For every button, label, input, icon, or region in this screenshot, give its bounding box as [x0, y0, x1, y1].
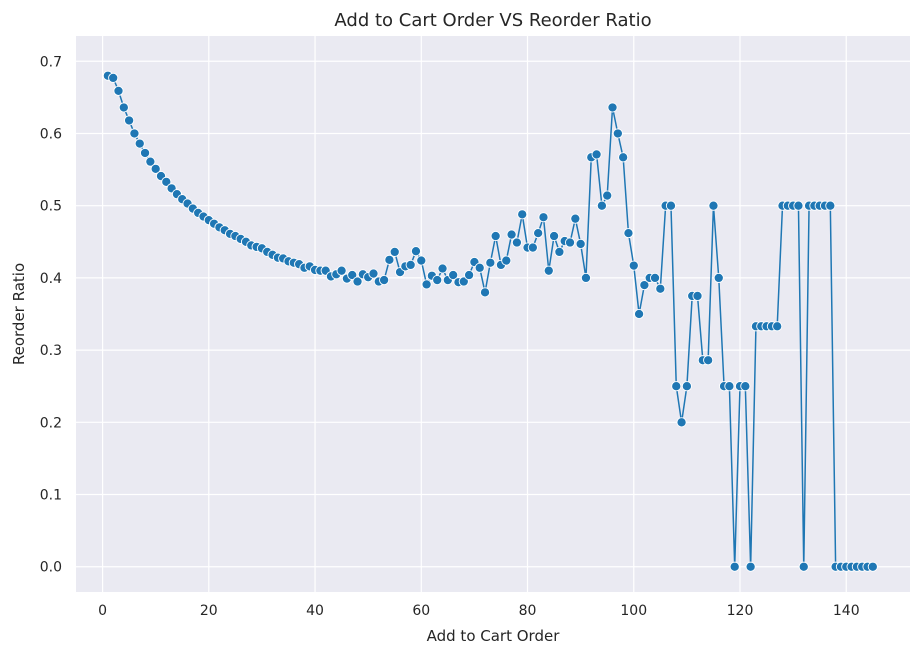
x-tick-label: 120 [727, 603, 754, 619]
data-point [336, 265, 347, 276]
chart-title: Add to Cart Order VS Reorder Ratio [334, 10, 651, 31]
data-point [634, 308, 645, 320]
data-point [458, 276, 469, 287]
data-point [129, 128, 140, 139]
data-point [140, 147, 151, 159]
data-point [161, 176, 172, 187]
data-point [145, 156, 156, 167]
data-point [352, 276, 363, 287]
data-point [389, 246, 400, 257]
x-tick-label: 20 [200, 603, 218, 619]
y-tick-label: 0.7 [40, 54, 62, 70]
data-point [591, 149, 602, 160]
data-point [575, 238, 586, 250]
data-point [368, 268, 379, 279]
x-axis-label: Add to Cart Order [427, 627, 561, 645]
data-point [517, 209, 528, 220]
data-point [538, 212, 549, 223]
data-point [692, 290, 703, 301]
data-point [554, 246, 565, 257]
data-point [549, 230, 560, 242]
data-point [124, 115, 135, 126]
data-point [623, 228, 634, 239]
data-point [745, 561, 756, 572]
y-tick-label: 0.2 [40, 415, 62, 431]
data-point [570, 213, 581, 224]
data-point [479, 287, 491, 298]
data-point [602, 190, 613, 201]
data-point [432, 275, 443, 286]
x-tick-label: 40 [306, 603, 324, 619]
data-point [618, 152, 629, 163]
data-point [671, 381, 682, 392]
data-point [134, 138, 145, 149]
y-tick-label: 0.1 [40, 488, 62, 504]
x-tick-label: 140 [833, 603, 860, 619]
data-point [612, 128, 623, 139]
data-point [649, 272, 661, 283]
data-point [564, 237, 576, 248]
data-point [867, 561, 878, 572]
data-point [798, 561, 809, 572]
plot-area [76, 36, 910, 592]
y-axis-label: Reorder Ratio [10, 263, 28, 365]
data-point [708, 200, 719, 211]
data-point [490, 230, 501, 242]
data-point [118, 102, 129, 113]
y-tick-label: 0.0 [40, 560, 62, 576]
data-point [416, 255, 427, 266]
data-point [448, 269, 459, 281]
y-tick-label: 0.4 [40, 271, 62, 287]
data-point [681, 381, 692, 392]
y-tick-label: 0.5 [40, 199, 62, 215]
y-tick-labels: 0.0 0.1 0.2 0.3 0.4 0.5 0.6 0.7 [40, 54, 62, 575]
x-tick-labels: 0 20 40 60 80 100 120 140 [98, 603, 860, 619]
x-tick-label: 80 [519, 603, 537, 619]
data-point [596, 200, 607, 211]
data-point [724, 381, 735, 392]
series [102, 70, 878, 572]
data-point [384, 254, 395, 265]
data-point [665, 200, 677, 211]
data-point [347, 269, 358, 281]
data-point [113, 85, 124, 96]
x-tick-label: 60 [412, 603, 430, 619]
x-tick-label: 0 [98, 603, 107, 619]
data-point [511, 237, 522, 248]
data-point [405, 259, 416, 270]
data-point [825, 200, 836, 211]
grid [76, 36, 910, 592]
data-point [713, 272, 724, 283]
data-point [533, 228, 544, 239]
data-point [506, 229, 517, 240]
data-point [421, 279, 432, 290]
data-point [676, 417, 687, 428]
data-point [607, 102, 618, 113]
data-point [410, 246, 422, 257]
data-point [793, 200, 804, 211]
y-tick-label: 0.6 [40, 126, 62, 142]
data-point [379, 275, 390, 286]
data-point [108, 72, 119, 83]
y-tick-label: 0.3 [40, 343, 62, 359]
data-point [527, 242, 538, 253]
data-point [729, 561, 740, 572]
data-point [474, 262, 485, 273]
data-point [464, 269, 475, 281]
data-point [655, 283, 666, 294]
data-point [150, 163, 161, 174]
data-point [703, 355, 714, 366]
x-tick-label: 100 [620, 603, 647, 619]
data-point [580, 272, 592, 283]
data-point [772, 321, 783, 332]
data-point [639, 280, 650, 291]
data-point [437, 263, 448, 274]
data-point [628, 260, 639, 271]
data-point [501, 255, 512, 266]
data-point [740, 381, 751, 392]
data-point [485, 257, 496, 268]
data-point [543, 265, 554, 276]
